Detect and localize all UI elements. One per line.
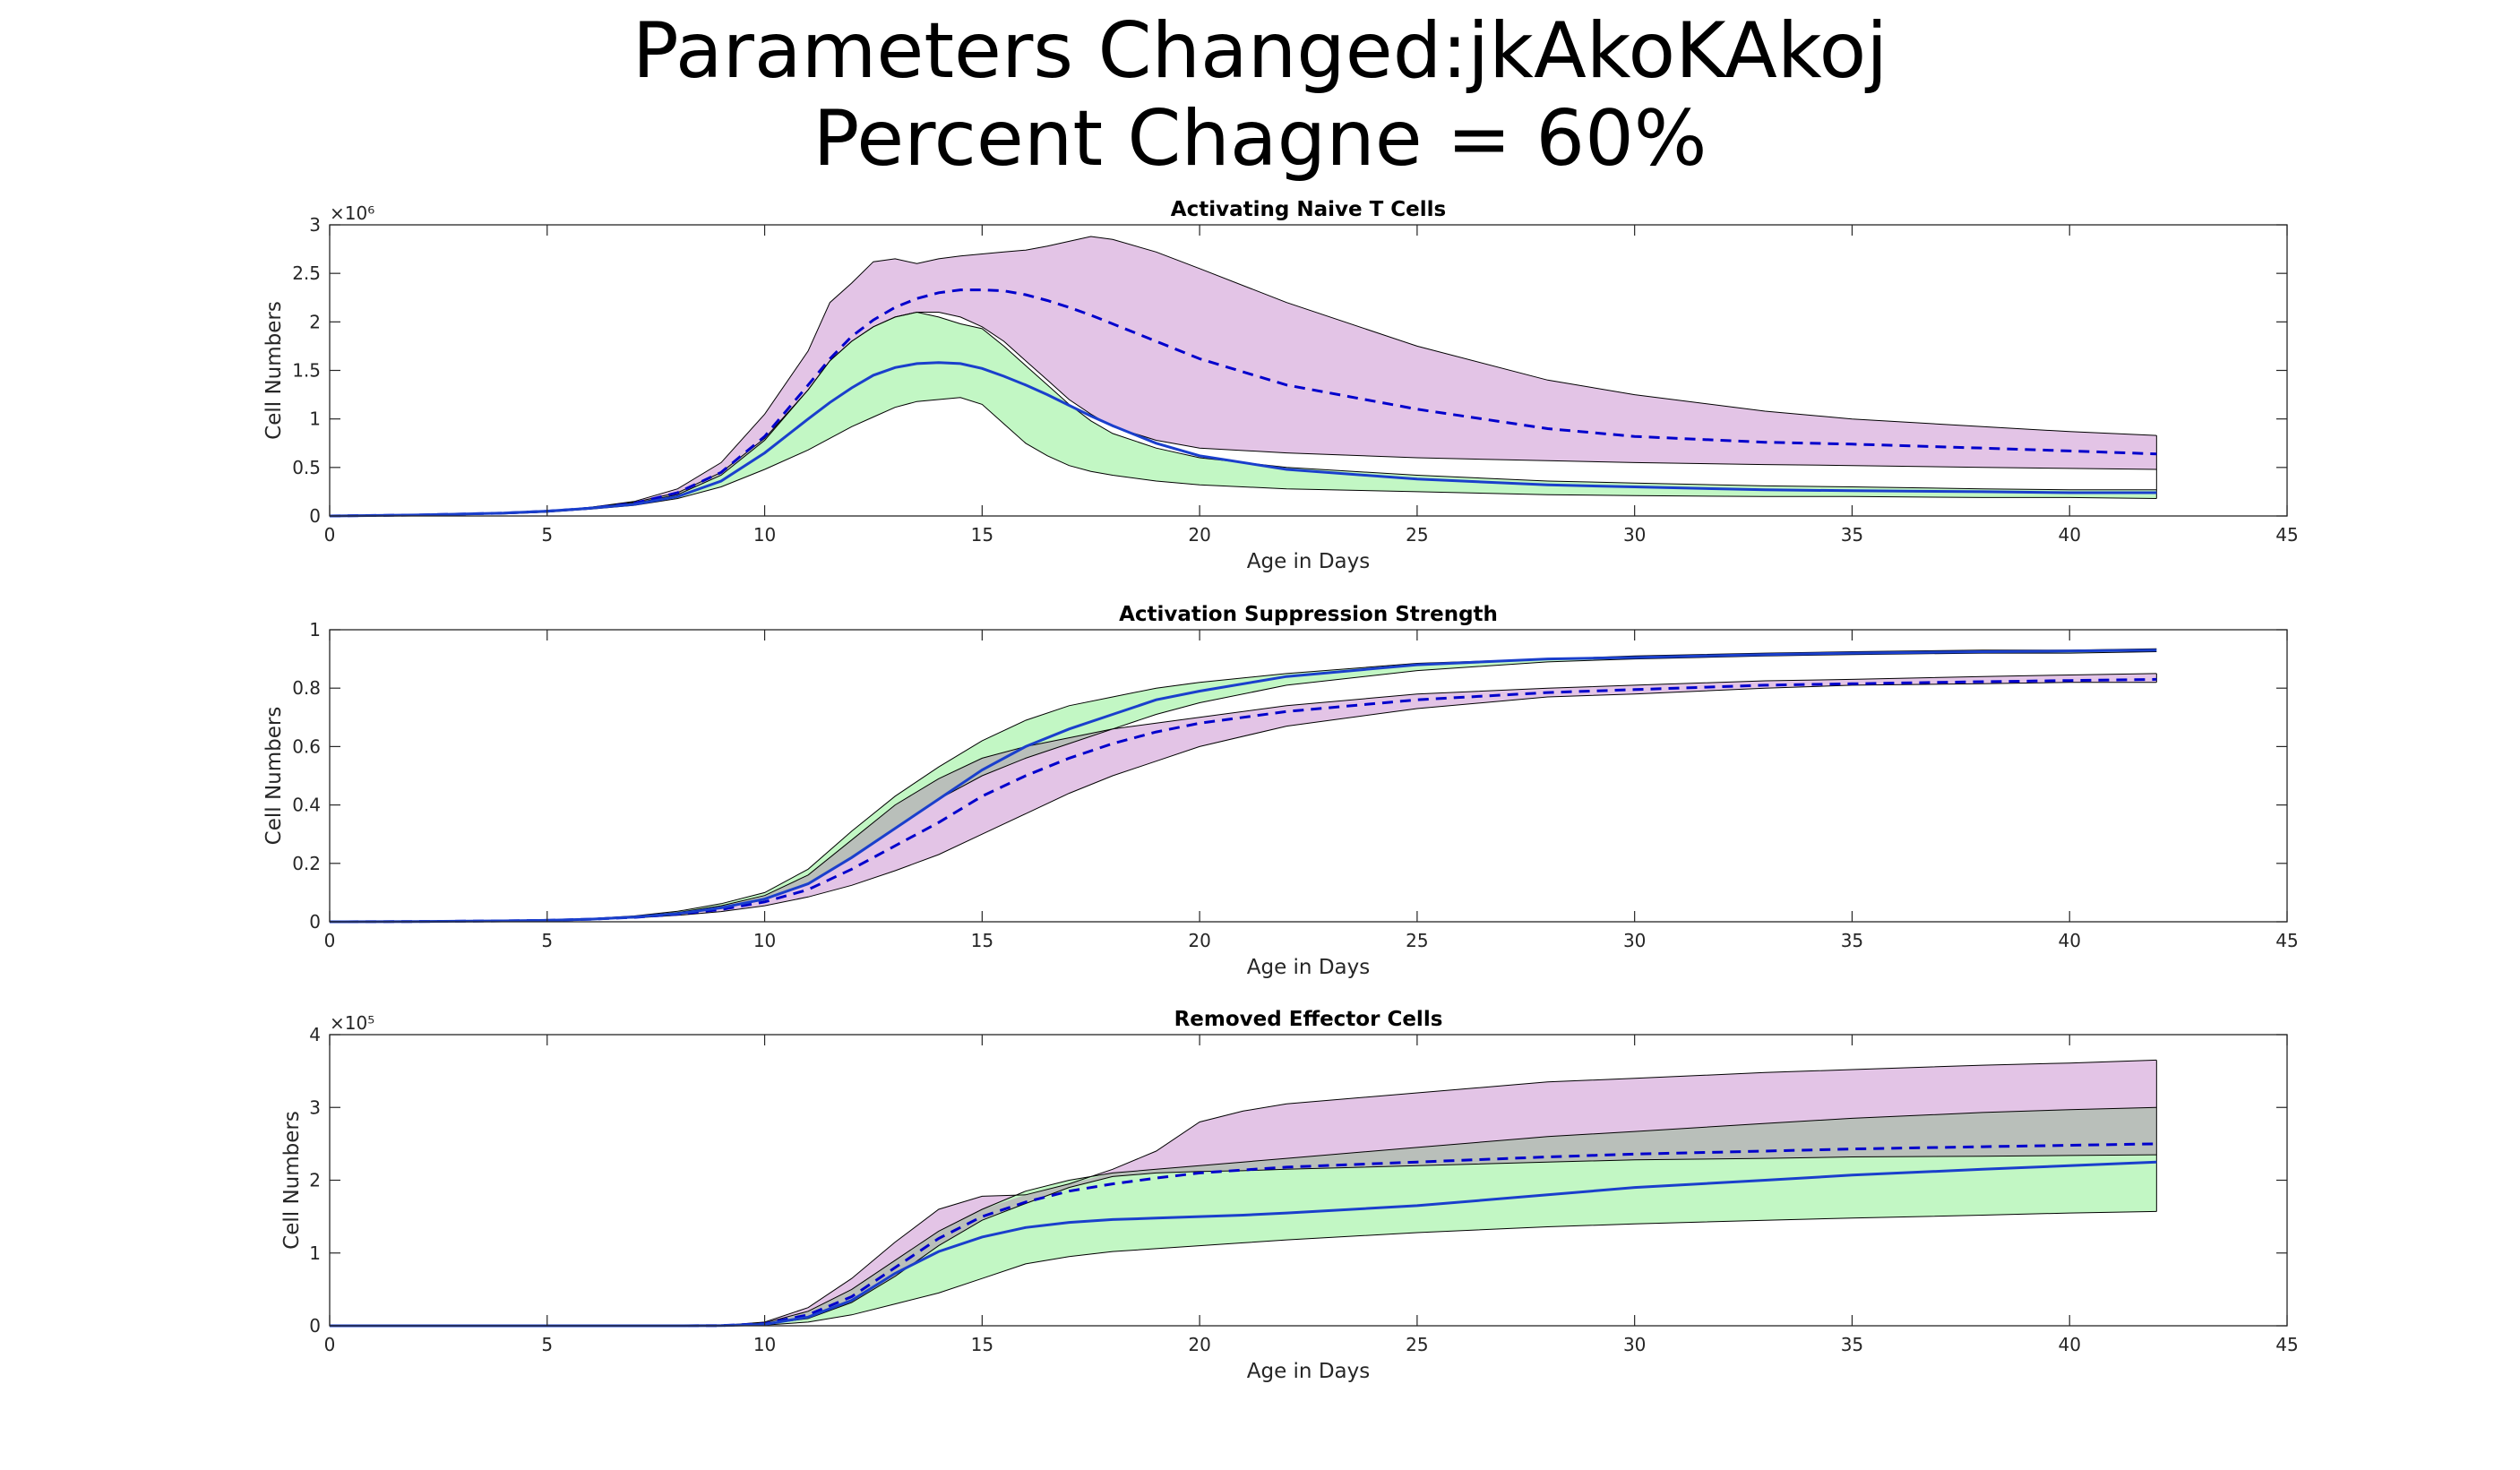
y-tick-label: 0.8 xyxy=(292,677,321,699)
x-tick-label: 0 xyxy=(324,1334,336,1355)
x-tick-label: 10 xyxy=(753,930,776,951)
x-tick-label: 25 xyxy=(1406,524,1428,546)
band-overlap xyxy=(330,1107,2157,1326)
x-tick-label: 15 xyxy=(971,524,993,546)
x-tick-label: 45 xyxy=(2275,524,2298,546)
x-tick-label: 35 xyxy=(1841,524,1863,546)
series-solid-line xyxy=(329,361,2157,518)
x-tick-label: 25 xyxy=(1406,1334,1428,1355)
panel-activating-naive-t-cells: 0 5 10 15 20 25 30 35 40 45 0 0.5 1 1.5 2 2.5 3 Activatin… xyxy=(262,198,2299,573)
y-tick-label: 2 xyxy=(309,1170,321,1191)
y-tick-label: 1 xyxy=(309,408,321,430)
band-magenta xyxy=(330,1060,2157,1326)
x-axis-label: Age in Days xyxy=(1247,956,1370,979)
y-tick-label: 0 xyxy=(309,505,321,527)
y-tick-label: 0 xyxy=(309,911,321,933)
y-tick-label: 3 xyxy=(309,1096,321,1118)
x-tick-label: 20 xyxy=(1188,1334,1210,1355)
y-tick-label: 0.5 xyxy=(292,457,321,478)
y-tick-label: 1 xyxy=(309,1242,321,1264)
x-tick-label: 40 xyxy=(2058,930,2080,951)
green-lower-edge xyxy=(329,397,2157,517)
figure-title-line1: Parameters Changed:jkAkoKAkoj xyxy=(632,6,1888,96)
y-tick-label: 1.5 xyxy=(292,360,321,382)
y-tick-label: 2 xyxy=(309,311,321,332)
magenta-upper-edge xyxy=(329,236,2157,517)
panel-title: Activation Suppression Strength xyxy=(1119,603,1498,626)
x-tick-label: 45 xyxy=(2275,1334,2298,1355)
band-magenta xyxy=(330,236,2157,516)
series-dashed-line xyxy=(329,677,2157,924)
x-tick-label: 35 xyxy=(1841,1334,1863,1355)
y-tick-label: 3 xyxy=(309,214,321,236)
x-tick-label: 40 xyxy=(2058,1334,2080,1355)
x-tick-label: 20 xyxy=(1188,524,1210,546)
x-tick-label: 5 xyxy=(541,524,553,546)
panel-activation-suppression-strength: 0 5 10 15 20 25 30 35 40 45 0 0.2 0.4 0.6 0.8 1 Activati… xyxy=(262,603,2299,979)
x-tick-label: 15 xyxy=(971,1334,993,1355)
y-tick-label: 0.2 xyxy=(292,853,321,874)
x-tick-label: 40 xyxy=(2058,524,2080,546)
x-tick-label: 30 xyxy=(1623,1334,1646,1355)
x-tick-label: 0 xyxy=(324,524,336,546)
x-tick-label: 10 xyxy=(753,524,776,546)
x-axis-label: Age in Days xyxy=(1247,1360,1370,1383)
y-exponent-label: ×10⁵ xyxy=(330,1012,374,1034)
x-tick-label: 30 xyxy=(1623,524,1646,546)
x-tick-label: 0 xyxy=(324,930,336,951)
x-tick-label: 45 xyxy=(2275,930,2298,951)
band-magenta xyxy=(330,673,2157,922)
y-tick-label: 2.5 xyxy=(292,262,321,284)
x-tick-label: 10 xyxy=(753,1334,776,1355)
series-solid-line xyxy=(329,649,2157,924)
y-exponent-label: ×10⁶ xyxy=(330,202,374,224)
y-tick-label: 4 xyxy=(309,1024,321,1045)
band-green xyxy=(330,1107,2157,1326)
panel-title: Removed Effector Cells xyxy=(1174,1008,1443,1031)
green-upper-edge xyxy=(329,311,2157,517)
y-axis-label: Cell Numbers xyxy=(262,301,286,440)
figure-title-line2: Percent Chagne = 60% xyxy=(813,94,1707,184)
band-green xyxy=(330,312,2157,516)
y-axis-label: Cell Numbers xyxy=(280,1111,304,1250)
x-tick-label: 30 xyxy=(1623,930,1646,951)
x-tick-label: 5 xyxy=(541,1334,553,1355)
x-tick-label: 35 xyxy=(1841,930,1863,951)
y-tick-label: 0.4 xyxy=(292,795,321,816)
axes-box xyxy=(329,629,2288,923)
y-tick-label: 0.6 xyxy=(292,735,321,757)
panel-title: Activating Naive T Cells xyxy=(1171,198,1446,221)
magenta-lower-edge xyxy=(329,312,2157,517)
x-tick-label: 15 xyxy=(971,930,993,951)
y-axis-label: Cell Numbers xyxy=(262,707,286,846)
x-tick-label: 20 xyxy=(1188,930,1210,951)
x-axis-label: Age in Days xyxy=(1247,550,1370,573)
y-tick-label: 1 xyxy=(309,619,321,640)
x-tick-label: 25 xyxy=(1406,930,1428,951)
figure-title: Parameters Changed:jkAkoKAkoj Percent Ch… xyxy=(0,7,2520,183)
x-tick-label: 5 xyxy=(541,930,553,951)
y-tick-label: 0 xyxy=(309,1315,321,1337)
panel-removed-effector-cells: 0 5 10 15 20 25 30 35 40 45 0 1 2 3 4 Removed Effector … xyxy=(280,1008,2299,1383)
